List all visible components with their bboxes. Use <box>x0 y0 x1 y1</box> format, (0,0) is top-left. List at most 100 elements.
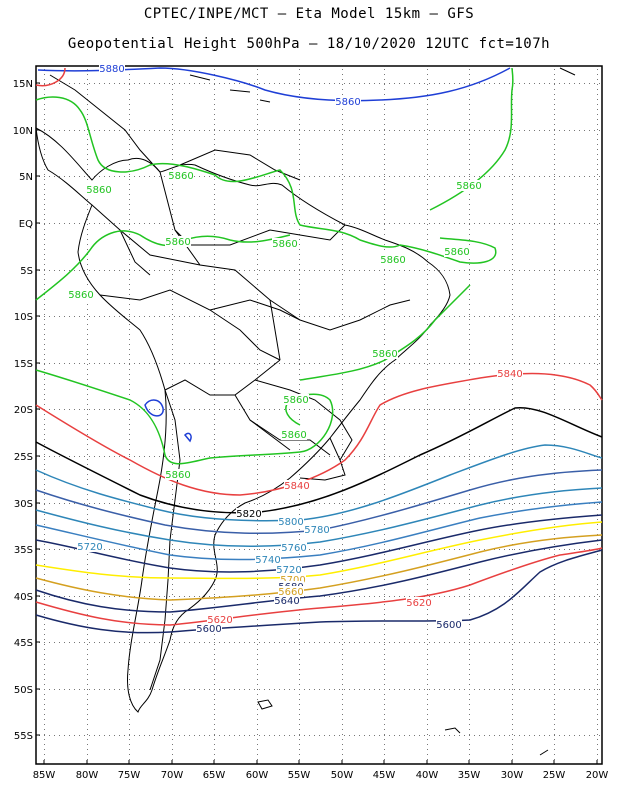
contour-label: 5860 <box>165 470 190 481</box>
lon-label: 45W <box>373 770 396 781</box>
lat-lon-grid <box>39 69 600 760</box>
contour-5880-loop2 <box>183 432 192 443</box>
contour-label-bg <box>272 238 298 249</box>
contour-label-bg <box>165 469 191 480</box>
contour-label-bg <box>255 554 281 565</box>
contour-label: 5840 <box>284 481 309 492</box>
contour-5840 <box>35 372 603 496</box>
contour-5660 <box>35 539 603 613</box>
contour-label-bg <box>372 348 398 359</box>
lon-label: 55W <box>288 770 311 781</box>
contour-label-bg <box>196 623 222 634</box>
lon-label: 50W <box>331 770 354 781</box>
contour-label: 5720 <box>77 542 102 553</box>
contour-5840-nw <box>35 67 66 87</box>
contour-label: 5760 <box>281 543 306 554</box>
contour-5640 <box>35 547 603 626</box>
contour-5860-d <box>299 284 471 381</box>
contour-label-bg <box>168 170 194 181</box>
contour-label: 5820 <box>236 509 261 520</box>
lon-label: 80W <box>76 770 99 781</box>
lon-label: 60W <box>246 770 269 781</box>
contour-label: 5600 <box>436 620 461 631</box>
lon-label: 75W <box>118 770 141 781</box>
latitude-labels: 15N 10N 5N EQ 5S 10S 15S 20S 25S 30S 35S 40S 45S 50S 5… <box>13 79 40 742</box>
lon-label: 40W <box>416 770 439 781</box>
contour-label: 5660 <box>278 587 303 598</box>
contour-label-bg <box>444 246 470 257</box>
contour-5860-a <box>35 96 497 264</box>
contour-label-bg <box>274 595 300 606</box>
contour-label-bg <box>284 480 310 491</box>
contour-label-bg <box>304 524 330 535</box>
contour-5740 <box>35 501 603 561</box>
contour-5820 <box>35 407 603 514</box>
lat-label: 5N <box>19 172 33 183</box>
contour-label: 5720 <box>276 565 301 576</box>
lon-label: 30W <box>501 770 524 781</box>
lat-label: 15N <box>13 79 33 90</box>
contour-label: 5860 <box>372 349 397 360</box>
contour-label: 5860 <box>283 395 308 406</box>
contour-label: 5700 <box>280 575 305 586</box>
contour-label: 5860 <box>281 430 306 441</box>
contour-label: 5860 <box>165 237 190 248</box>
contour-label-bg <box>380 254 406 265</box>
lat-label: 10N <box>13 126 33 137</box>
contour-5860-b <box>35 230 291 301</box>
map-title: CPTEC/INPE/MCT – Eta Model 15km – GFS <box>143 6 475 22</box>
contour-label-bg <box>207 614 233 625</box>
contour-label-bg <box>281 542 307 553</box>
contour-label-bg <box>278 586 304 597</box>
contour-5700 <box>35 521 603 580</box>
lat-label: 5S <box>20 266 33 277</box>
contour-label-bg <box>456 180 482 191</box>
contour-label-bg <box>236 508 262 519</box>
lat-label: 10S <box>14 312 33 323</box>
contour-label: 5860 <box>335 97 360 108</box>
contour-5720 <box>35 514 603 573</box>
contour-label-bg <box>436 619 462 630</box>
contour-label-bg <box>165 236 191 247</box>
contour-5760 <box>35 487 603 548</box>
contour-5680 <box>35 534 603 601</box>
contour-lines <box>35 67 603 634</box>
contour-label: 5860 <box>272 239 297 250</box>
contour-5800 <box>35 444 603 522</box>
contour-label: 5640 <box>274 596 299 607</box>
contour-label: 5780 <box>304 525 329 536</box>
contour-5620 <box>35 549 603 634</box>
lat-label: 30S <box>14 499 33 510</box>
contour-label: 5860 <box>168 171 193 182</box>
lat-label: 25S <box>14 452 33 463</box>
contour-label: 5860 <box>86 185 111 196</box>
lat-label: 45S <box>14 638 33 649</box>
contour-label: 5860 <box>68 290 93 301</box>
lon-label: 70W <box>161 770 184 781</box>
contour-label-bg <box>278 516 304 527</box>
lon-label: 65W <box>203 770 226 781</box>
contour-label-bg <box>281 429 307 440</box>
contour-label-bg <box>77 541 103 552</box>
lat-label: 40S <box>14 592 33 603</box>
lat-label: 55S <box>14 731 33 742</box>
contour-label: 5840 <box>497 369 522 380</box>
map-subtitle: Geopotential Height 500hPa – 18/10/2020 … <box>67 36 551 52</box>
contour-label: 5800 <box>278 517 303 528</box>
map-frame <box>35 65 603 765</box>
contour-labels: 5880 5860 5860 5860 5860 5860 5860 5860 5860 5860… <box>68 63 523 635</box>
lat-label: 50S <box>14 685 33 696</box>
contour-label: 5860 <box>380 255 405 266</box>
contour-label-bg <box>280 574 306 585</box>
lat-label: 15S <box>14 359 33 370</box>
lon-label: 35W <box>458 770 481 781</box>
contour-label: 5620 <box>207 615 232 626</box>
lon-label: 85W <box>33 770 56 781</box>
lon-label: 25W <box>543 770 566 781</box>
contour-label-bg <box>68 289 94 300</box>
contour-label: 5600 <box>196 624 221 635</box>
lat-label: 35S <box>14 545 33 556</box>
contour-label-bg <box>276 564 302 575</box>
contour-label-bg <box>497 368 523 379</box>
